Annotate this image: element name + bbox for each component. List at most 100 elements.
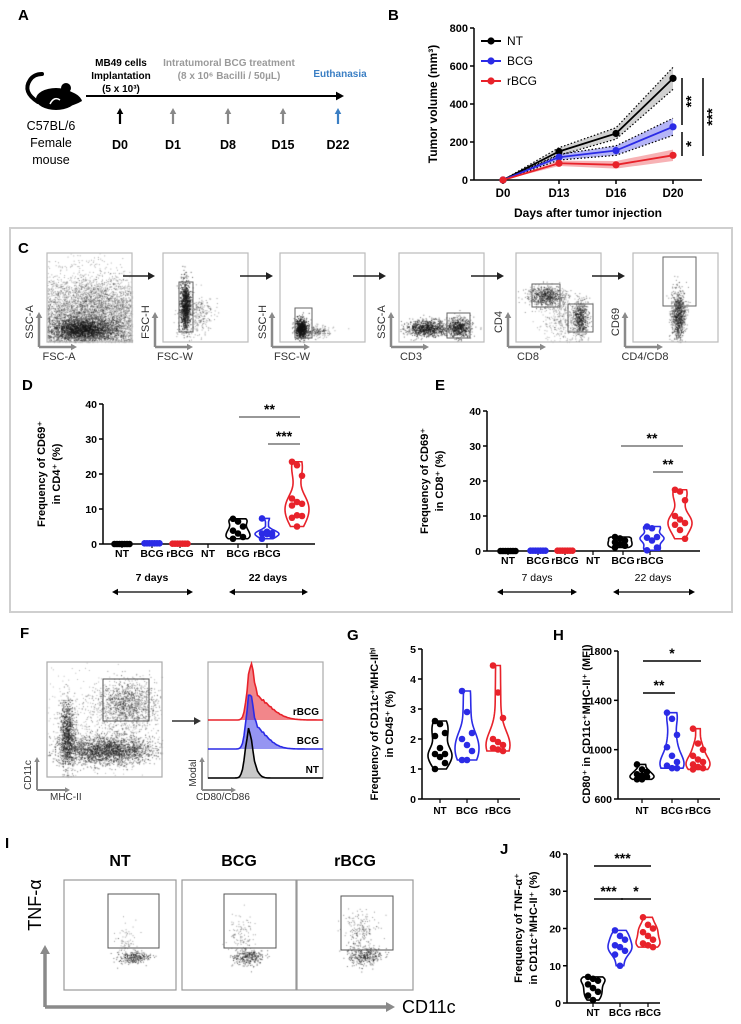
- data-point-rBCG: [555, 159, 563, 167]
- significance-label: ***: [600, 883, 617, 899]
- data-point: [643, 773, 651, 781]
- arrow-head: [497, 588, 503, 596]
- data-point-NT: [555, 147, 563, 156]
- data-point: [489, 735, 497, 743]
- data-point: [649, 943, 657, 951]
- y-axis-title: in CD4⁺ (%): [51, 443, 63, 504]
- arrow-head: [657, 343, 663, 351]
- arrow-head: [497, 272, 504, 280]
- mouse-strain-label: mouse: [32, 153, 70, 167]
- legend-label: rBCG: [507, 74, 537, 88]
- x-axis-label: CD8: [517, 351, 539, 363]
- x-axis-label: FSC-A: [43, 351, 77, 363]
- panel-label-C: C: [18, 240, 29, 257]
- y-tick-label: 200: [450, 137, 468, 149]
- y-tick-label: 0: [475, 546, 481, 558]
- x-axis-label: FSC-W: [274, 351, 311, 363]
- gate: [662, 256, 697, 307]
- violin-group-rBCG: [667, 486, 693, 543]
- y-axis-arrow: [35, 312, 43, 347]
- data-point: [694, 763, 702, 771]
- legend-label: NT: [507, 34, 524, 48]
- y-axis-label: SSC-H: [257, 305, 269, 339]
- plot-frame: [398, 252, 485, 343]
- y-tick-label: 20: [549, 924, 561, 936]
- arrow-up-icon: [224, 108, 232, 124]
- histogram-fill-BCG: [208, 695, 323, 749]
- data-point: [653, 544, 661, 551]
- data-point: [621, 936, 629, 943]
- x-axis-arrow: [272, 343, 310, 351]
- error-band-edge: [502, 134, 674, 181]
- data-point: [489, 662, 497, 669]
- data-point: [673, 764, 681, 772]
- data-point: [229, 527, 237, 534]
- histogram-line-BCG: [208, 694, 323, 750]
- arrow-head: [613, 588, 619, 596]
- histogram-label: NT: [306, 765, 319, 776]
- plot-frame: [515, 252, 602, 343]
- plot-frame: [46, 252, 133, 343]
- data-point: [298, 500, 306, 508]
- x-tick-label: BCG: [609, 1008, 631, 1019]
- plot-frame: [279, 252, 366, 343]
- data-point: [463, 756, 471, 764]
- data-point: [671, 521, 679, 529]
- panel-label-G: G: [347, 627, 359, 644]
- data-point: [694, 756, 702, 763]
- data-point: [663, 762, 671, 769]
- implantation-label: Implantation: [91, 71, 150, 82]
- data-point: [621, 537, 629, 544]
- x-axis-label: MHC-II: [50, 792, 82, 803]
- gate: [107, 893, 160, 949]
- data-point: [611, 951, 619, 958]
- x-axis-label: CD11c: [402, 997, 456, 1017]
- x-axis-arrow: [508, 343, 546, 351]
- y-tick-label: 600: [450, 61, 468, 73]
- implantation-label: (5 x 10³): [102, 84, 140, 95]
- data-point: [499, 714, 507, 722]
- step-arrow: [172, 717, 201, 725]
- y-axis-label: TNF-α: [25, 879, 45, 930]
- data-point: [234, 530, 242, 537]
- data-point: [441, 759, 449, 767]
- y-tick-label: 0: [410, 794, 416, 806]
- error-band-edge: [502, 66, 674, 181]
- y-tick-label: 1800: [589, 646, 613, 658]
- arrow-head: [386, 1002, 395, 1012]
- violin-group-BCG: [527, 547, 549, 554]
- x-tick-label: NT: [433, 806, 446, 817]
- gating-plot-4: SSC-A CD3: [376, 252, 485, 363]
- histogram-label: rBCG: [293, 707, 319, 718]
- data-point-NT: [669, 74, 677, 82]
- x-tick-label: rBCG: [635, 1008, 661, 1019]
- arrow-head: [571, 588, 577, 596]
- x-tick-label: rBCG: [636, 555, 663, 567]
- gating-plot-6: CD69 CD4/CD8: [610, 252, 719, 363]
- panel-label-I: I: [5, 835, 9, 852]
- data-point: [616, 540, 624, 548]
- y-tick-label: 40: [469, 406, 481, 418]
- data-point: [293, 512, 301, 519]
- violin-group-BCG: [454, 687, 480, 764]
- x-tick-label: D13: [548, 188, 569, 200]
- data-point: [643, 547, 651, 554]
- y-axis-arrow: [40, 945, 50, 1007]
- data-point: [644, 932, 652, 940]
- arrow-head: [279, 108, 287, 114]
- data-point: [431, 732, 439, 740]
- data-point: [458, 735, 466, 743]
- y-tick-label: 2: [410, 734, 416, 746]
- violin-group-BCG: [639, 523, 665, 554]
- data-point: [676, 516, 684, 523]
- arrow-head: [304, 343, 310, 351]
- panel-label-E: E: [435, 377, 445, 394]
- plot-frame: [632, 252, 719, 343]
- violin-group-BCG: [659, 709, 685, 772]
- data-point: [499, 747, 507, 755]
- period-arrow-right: [268, 588, 308, 596]
- data-point: [436, 720, 444, 728]
- error-band-edge: [502, 117, 674, 181]
